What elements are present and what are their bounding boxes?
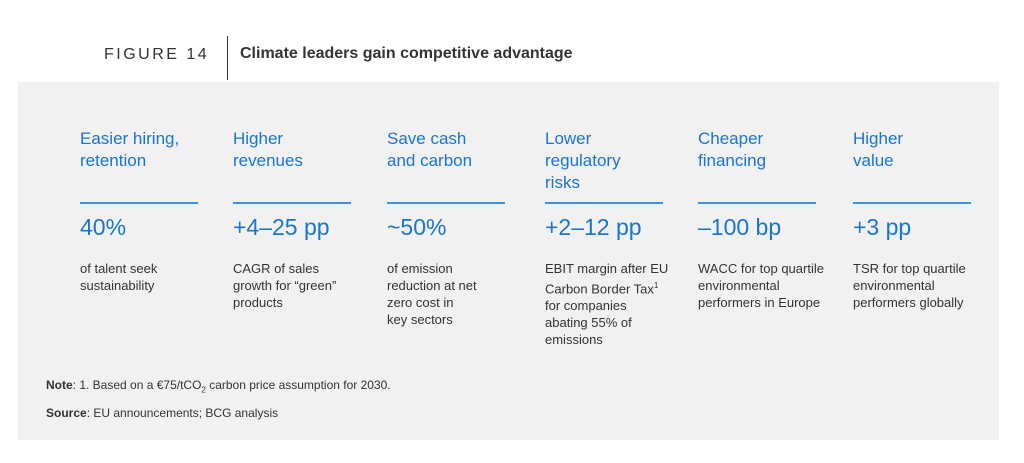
- column-description: CAGR of sales growth for “green” product…: [233, 261, 337, 310]
- column-cash-carbon: Save cash and carbon ~50% of emission re…: [387, 128, 507, 328]
- column-regulatory: Lower regulatory risks +2–12 pp EBIT mar…: [545, 128, 668, 348]
- footnote-marker: 1: [653, 281, 659, 290]
- note-label: Note: [46, 378, 73, 392]
- description-text: EBIT margin after EU Carbon Border Tax: [545, 261, 669, 297]
- column-revenues: Higher revenues +4–25 pp CAGR of sales g…: [233, 128, 353, 311]
- column-rule: [233, 202, 351, 204]
- column-title: Easier hiring, retention: [80, 129, 180, 170]
- column-hiring: Easier hiring, retention 40% of talent s…: [80, 128, 200, 294]
- column-title: Higher value: [853, 129, 904, 170]
- figure-panel: Easier hiring, retention 40% of talent s…: [18, 82, 999, 440]
- column-description: of emission reduction at net zero cost i…: [387, 261, 477, 327]
- figure-source: Source: EU announcements; BCG analysis: [46, 406, 278, 420]
- column-title: Higher revenues: [233, 129, 303, 170]
- source-text: : EU announcements; BCG analysis: [86, 406, 279, 420]
- source-label: Source: [46, 406, 87, 420]
- column-title: Lower regulatory risks: [545, 129, 621, 192]
- figure-title: Climate leaders gain competitive advanta…: [240, 45, 573, 62]
- column-value: ~50%: [387, 214, 447, 240]
- column-rule: [80, 202, 198, 204]
- column-rule: [698, 202, 816, 204]
- column-value: +2–12 pp: [545, 214, 642, 240]
- figure-note: Note: 1. Based on a €75/tCO2 carbon pric…: [46, 378, 391, 394]
- column-description: WACC for top quartile environmental perf…: [698, 261, 824, 310]
- column-description: of talent seek sustainability: [80, 261, 158, 293]
- column-value-tsr: Higher value +3 pp TSR for top quartile …: [853, 128, 973, 311]
- column-description: EBIT margin after EU Carbon Border Tax1 …: [545, 260, 670, 348]
- column-value: –100 bp: [698, 214, 782, 240]
- column-rule: [387, 202, 505, 204]
- column-value: 40%: [80, 214, 127, 240]
- figure-label: FIGURE 14: [104, 46, 210, 63]
- column-rule: [853, 202, 971, 204]
- header-divider: [227, 36, 228, 80]
- column-rule: [545, 202, 663, 204]
- column-title: Save cash and carbon: [387, 129, 473, 170]
- column-financing: Cheaper financing –100 bp WACC for top q…: [698, 128, 824, 311]
- column-value: +3 pp: [853, 214, 912, 240]
- column-description: TSR for top quartile environmental perfo…: [853, 261, 966, 310]
- note-text: : 1. Based on a €75/tCO: [72, 378, 202, 392]
- description-text-cont: for companies abating 55% of emissions: [545, 298, 632, 348]
- note-subscript: 2: [201, 385, 206, 395]
- column-title: Cheaper financing: [698, 129, 767, 170]
- figure-header: FIGURE 14 Climate leaders gain competiti…: [0, 0, 1024, 84]
- note-text-cont: carbon price assumption for 2030.: [205, 378, 391, 392]
- column-value: +4–25 pp: [233, 214, 330, 240]
